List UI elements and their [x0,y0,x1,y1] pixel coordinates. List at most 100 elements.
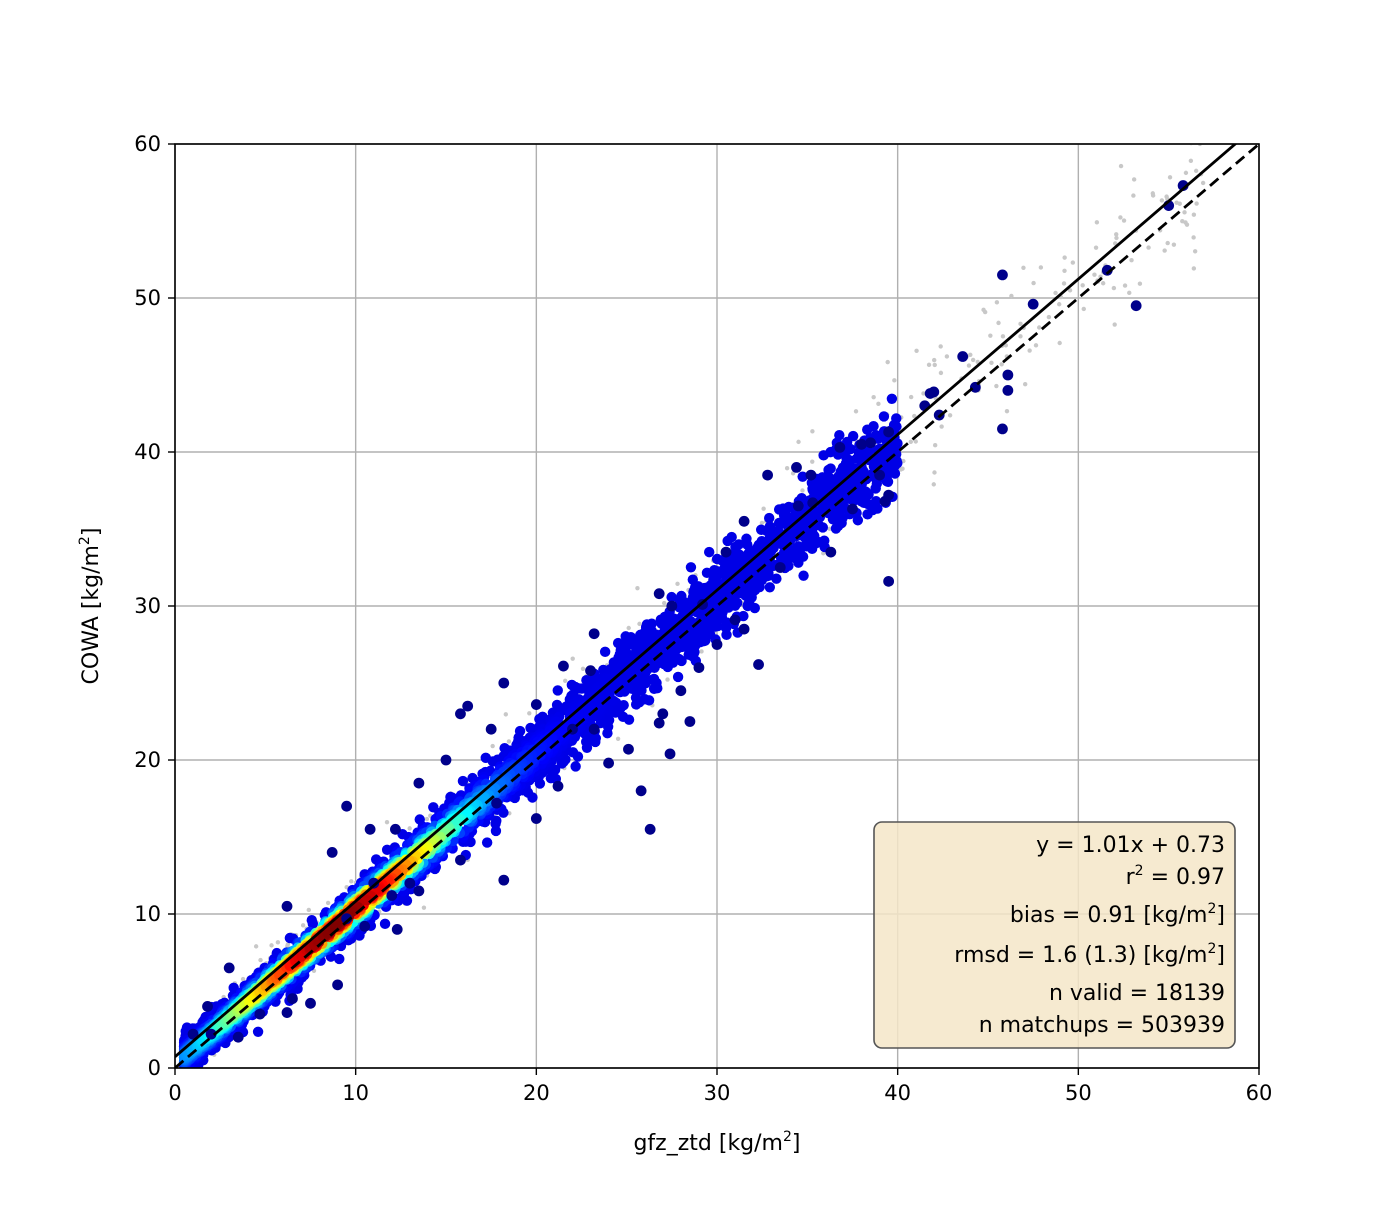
background-point [675,581,680,587]
outlier-point [390,823,401,835]
stats-line-n-valid: n valid = 18139 [1049,981,1225,1006]
density-point [570,761,581,772]
density-point [666,591,677,603]
density-point [581,736,592,748]
outlier-point [359,920,371,932]
background-point [939,424,944,429]
y-tick-label: 10 [134,902,161,926]
outlier-point [874,469,885,481]
background-point [1183,220,1188,225]
background-point [1118,215,1123,220]
outlier-point [834,441,846,453]
background-point [914,348,919,353]
background-point [759,520,765,526]
background-point [892,378,897,383]
outlier-point [653,717,665,729]
background-point [1183,170,1189,176]
background-point [810,459,815,464]
outlier-point [386,890,398,901]
background-point [796,439,801,445]
outlier-point [558,660,569,672]
outlier-point [254,1008,266,1020]
background-point [424,816,430,822]
background-point [885,359,890,365]
background-point [761,506,766,511]
outlier-point [413,885,425,897]
outlier-point [305,997,316,1009]
density-point [862,509,873,520]
background-point [1031,280,1036,286]
background-point [1094,220,1100,225]
background-point [306,907,312,913]
outlier-point [653,588,665,600]
background-point [349,879,354,884]
background-point [908,439,914,444]
background-point [665,677,670,682]
density-point [617,711,629,723]
density-point [552,685,563,696]
outlier-point [413,777,425,789]
outlier-point [588,723,600,735]
density-point [683,649,694,660]
outlier-point [957,351,969,362]
stats-line-n-matchups: n matchups = 503939 [979,1013,1225,1038]
outlier-point [187,1028,199,1040]
background-point [1131,193,1136,198]
density-point [823,464,834,476]
outlier-point [792,500,804,512]
outlier-point [455,854,466,866]
background-point [1137,281,1143,286]
background-point [1021,265,1026,270]
outlier-point [530,813,542,824]
density-point [886,393,898,404]
background-point [1167,175,1173,180]
background-point [615,736,621,742]
background-point [1174,200,1179,205]
x-tick-label: 30 [704,1081,731,1105]
background-point [1093,245,1099,250]
density-point [179,1069,189,1079]
density-point [862,424,873,435]
background-point [821,551,826,556]
background-point [1162,248,1167,253]
background-point [913,439,918,444]
background-point [999,362,1004,367]
background-point [912,413,917,419]
background-point [421,905,427,910]
outlier-point [1027,298,1039,310]
outlier-point [774,562,786,573]
background-point [968,352,973,357]
x-tick-label: 0 [168,1081,181,1105]
background-point [1188,158,1194,163]
background-point [240,976,246,982]
background-point [1114,235,1119,241]
background-point [1070,260,1076,265]
outlier-point [440,754,452,766]
background-point [932,442,938,448]
background-point [1018,321,1023,327]
density-point [845,443,856,455]
density-point [307,918,319,930]
background-point [1146,245,1151,250]
background-point [1192,249,1198,254]
background-point [966,363,972,368]
background-point [1127,290,1132,296]
density-point [704,546,715,558]
background-point [784,466,790,471]
stats-box: y = 1.01x + 0.73 r2 = 0.97 bias = 0.91 [… [873,821,1236,1049]
background-point [1111,285,1117,291]
outlier-point [865,437,876,449]
background-point [1193,168,1199,174]
y-tick-label: 0 [148,1056,161,1080]
background-point [635,585,640,591]
background-point [1067,288,1073,293]
x-tick-label: 40 [884,1081,911,1105]
background-point [570,656,575,661]
background-point [1121,218,1127,223]
background-point [1061,281,1067,286]
outlier-point [675,685,687,697]
density-point [481,837,493,848]
background-point [1022,381,1028,387]
